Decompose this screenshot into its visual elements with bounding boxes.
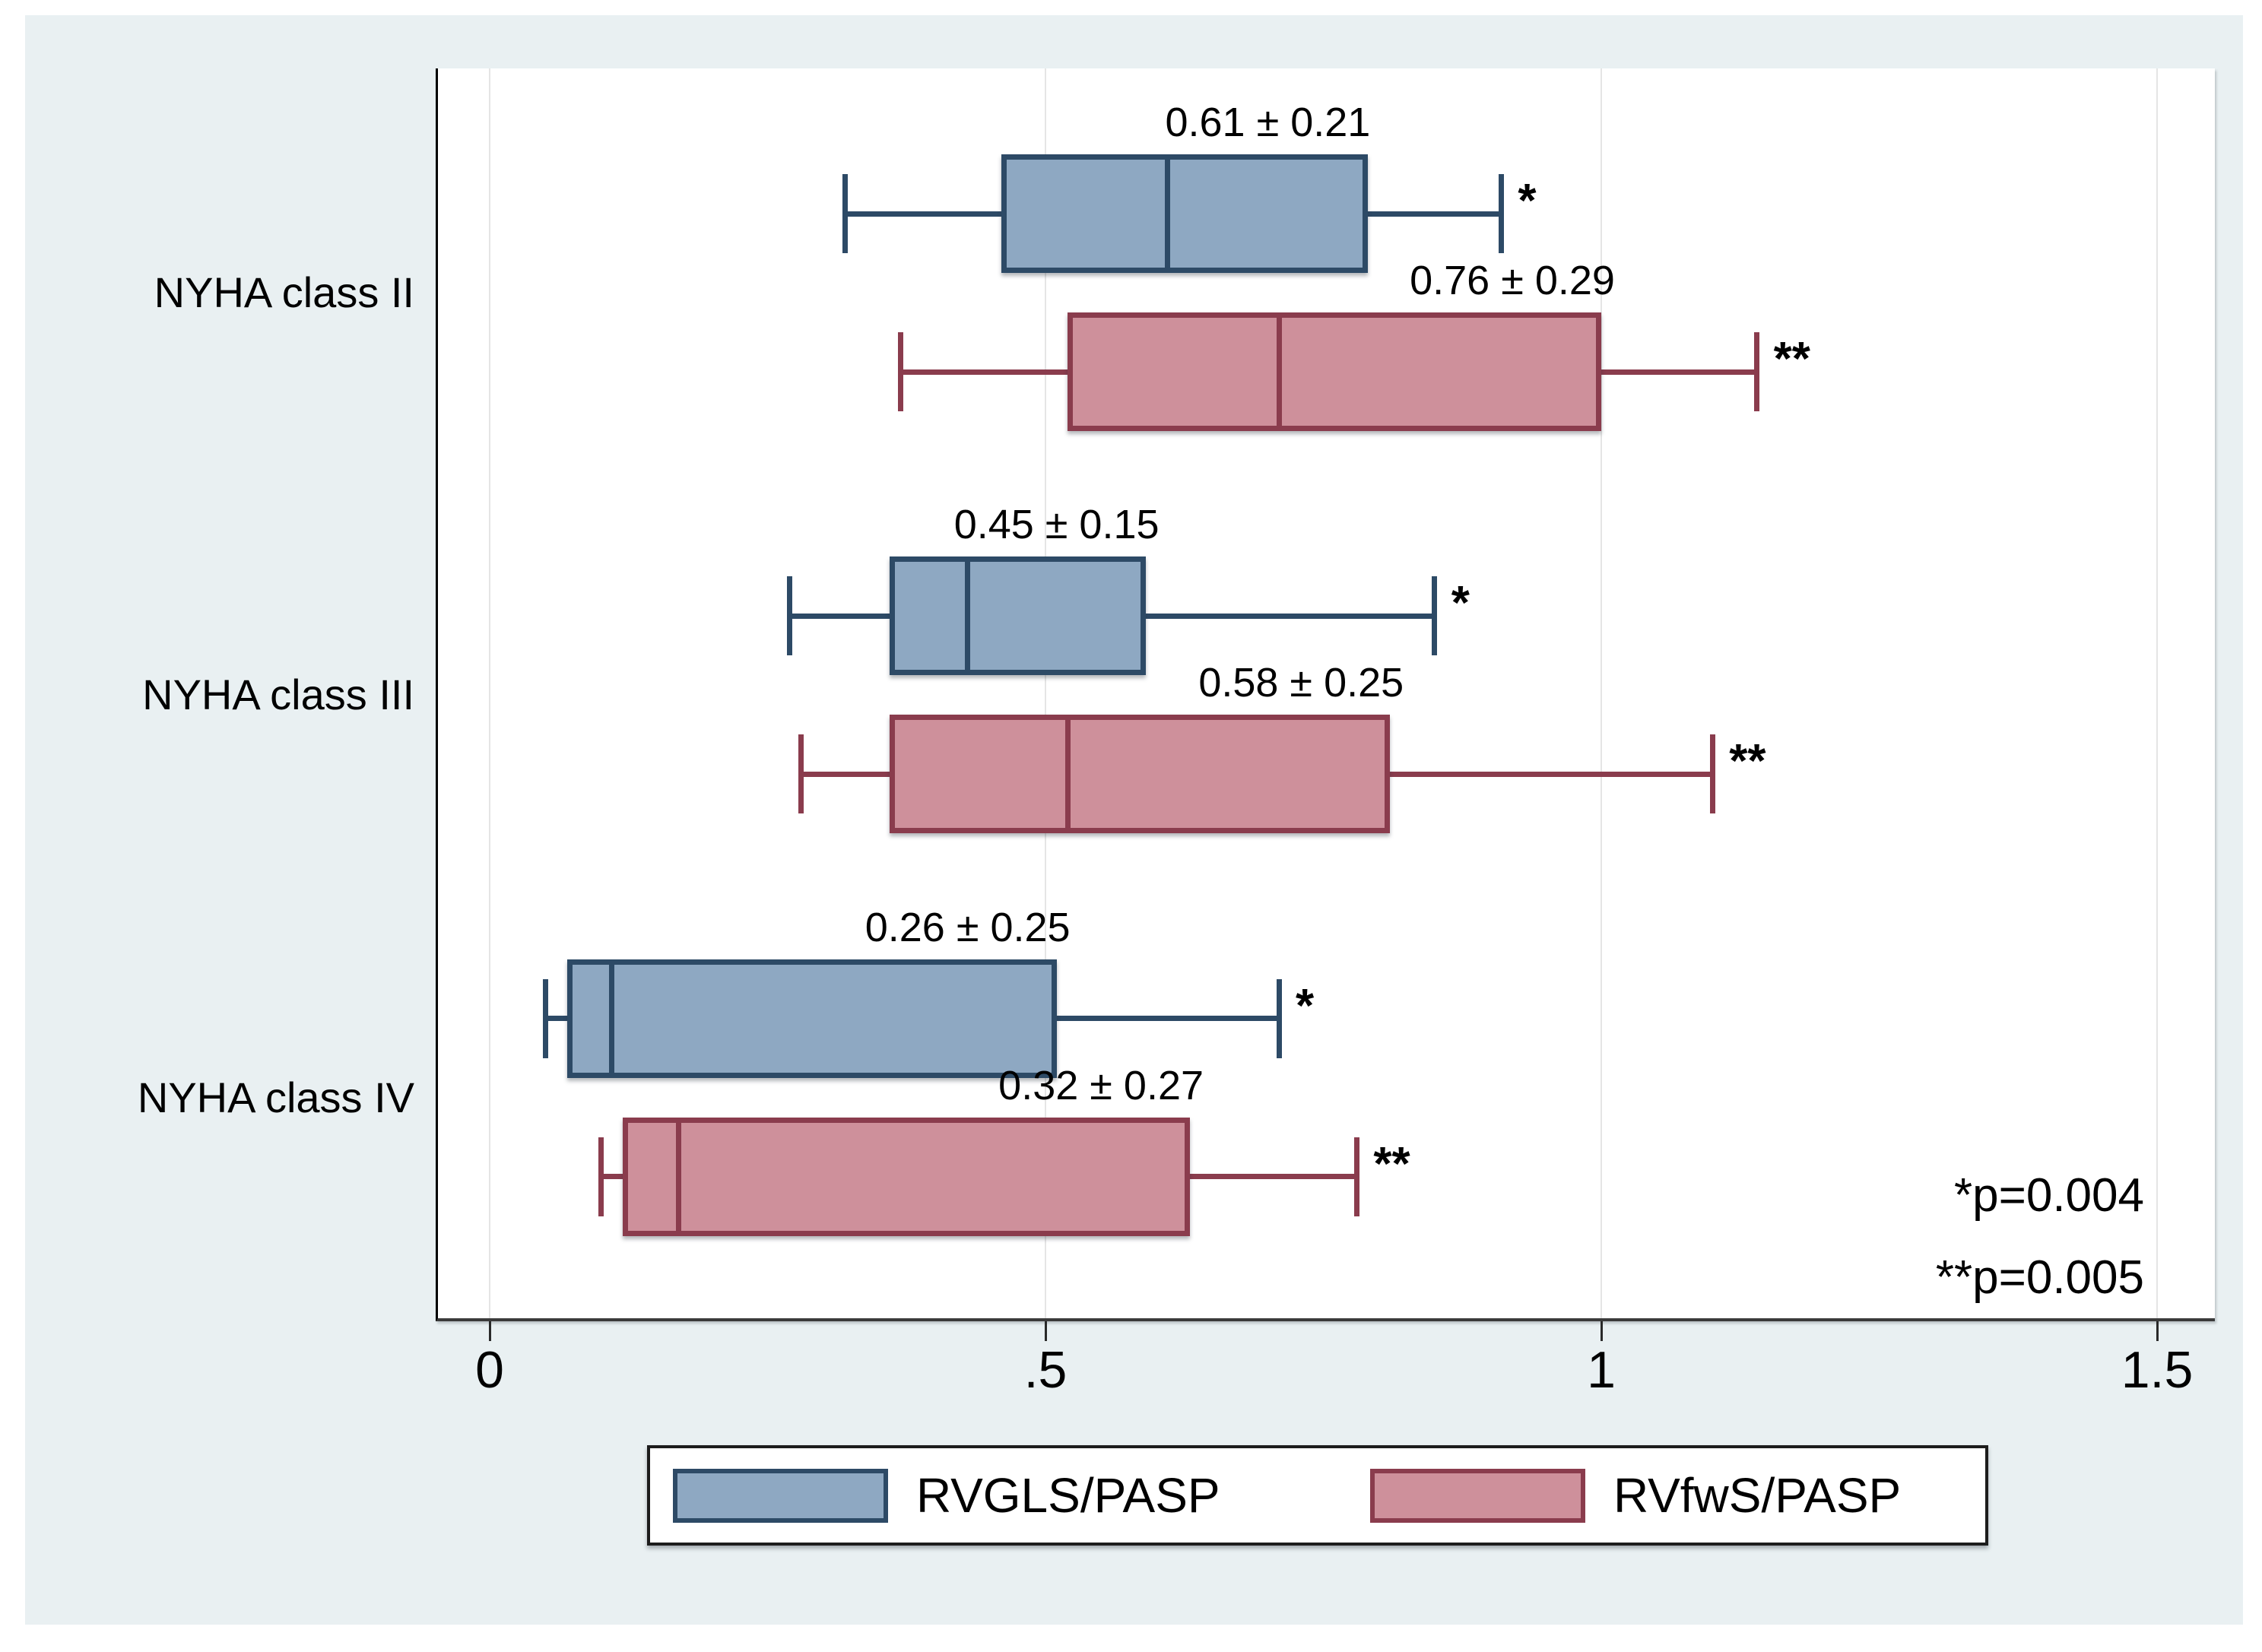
significance-marker: * [1296,979,1315,1032]
gridline-x-1 [1601,68,1602,1318]
whisker-cap-high [1754,332,1760,411]
whisker-line-high [1056,1016,1279,1021]
median-line [676,1122,682,1231]
median-line [609,964,615,1073]
significance-marker: ** [1373,1137,1410,1191]
x-axis-tick-0 [489,1321,491,1341]
plot-area [436,68,2215,1321]
gridline-x-0 [489,68,490,1318]
median-line [1165,160,1171,268]
box-rvgls-pasp-2 [890,556,1146,676]
x-axis-tick-.5 [1045,1321,1047,1341]
box-rvfws-pasp-3 [623,1117,1191,1236]
pvalue-note-2: **p=0.005 [1935,1251,2144,1304]
median-line [1064,720,1071,829]
whisker-line-low [789,613,890,619]
x-axis-tick-label: .5 [1023,1341,1068,1399]
whisker-cap-low [898,332,904,411]
mean-sd-label: 0.58 ± 0.25 [1198,660,1404,706]
whisker-line-high [1601,369,1757,375]
whisker-cap-high [1276,978,1282,1058]
legend-swatch-rvfws-pasp [1370,1469,1585,1523]
whisker-cap-low [798,734,804,814]
pvalue-note-1: *p=0.004 [1954,1169,2144,1222]
significance-marker: ** [1773,333,1810,385]
whisker-line-low [801,771,890,777]
legend-label-rvgls-pasp: RVGLS/PASP [916,1468,1220,1523]
whisker-cap-low [598,1137,604,1216]
whisker-cap-high [1709,734,1715,814]
whisker-line-low [545,1016,568,1021]
whisker-cap-high [1353,1137,1359,1216]
gridline-x-.5 [1045,68,1046,1318]
x-axis-tick-label: 0 [475,1341,504,1399]
median-line [1276,318,1282,426]
significance-marker: * [1518,175,1537,227]
significance-marker: * [1451,577,1470,630]
box-rvgls-pasp-3 [567,959,1057,1078]
legend-swatch-rvgls-pasp [673,1469,888,1523]
category-label: NYHA class III [142,671,414,719]
whisker-cap-high [1432,576,1438,656]
x-axis-tick-label: 1 [1587,1341,1616,1399]
whisker-line-low [601,1174,623,1179]
box-rvfws-pasp-2 [890,715,1391,834]
x-axis-tick-label: 1.5 [2121,1341,2194,1399]
whisker-line-high [1145,613,1435,619]
box-rvgls-pasp-1 [1001,154,1368,273]
mean-sd-label: 0.32 ± 0.27 [998,1062,1204,1108]
whisker-cap-high [1498,174,1504,253]
significance-marker: ** [1729,735,1766,788]
category-label: NYHA class IV [137,1073,414,1121]
x-axis-tick-1 [1601,1321,1603,1341]
mean-sd-label: 0.76 ± 0.29 [1410,258,1615,303]
whisker-cap-low [542,978,548,1058]
legend: RVGLS/PASP RVfwS/PASP [647,1445,1988,1546]
whisker-cap-low [787,576,793,656]
whisker-line-low [900,369,1068,375]
mean-sd-label: 0.45 ± 0.15 [953,502,1160,548]
whisker-line-high [1190,1174,1357,1179]
whisker-line-high [1390,771,1713,777]
whisker-cap-low [842,174,849,253]
whisker-line-high [1367,211,1502,217]
mean-sd-label: 0.26 ± 0.25 [865,904,1071,950]
box-rvfws-pasp-1 [1068,312,1601,431]
category-label: NYHA class II [154,268,414,316]
whisker-line-low [845,211,1001,217]
mean-sd-label: 0.61 ± 0.21 [1165,100,1371,145]
gridline-x-1.5 [2156,68,2158,1318]
legend-label-rvfws-pasp: RVfwS/PASP [1613,1468,1902,1523]
x-axis-tick-1.5 [2156,1321,2159,1341]
median-line [965,562,971,671]
